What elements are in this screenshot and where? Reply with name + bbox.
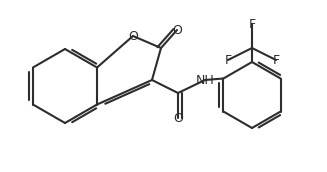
Text: NH: NH <box>196 73 215 87</box>
Text: F: F <box>249 18 256 30</box>
Text: O: O <box>172 24 182 36</box>
Text: O: O <box>173 111 183 125</box>
Text: O: O <box>128 30 138 42</box>
Text: F: F <box>272 53 280 67</box>
Text: F: F <box>224 53 232 67</box>
